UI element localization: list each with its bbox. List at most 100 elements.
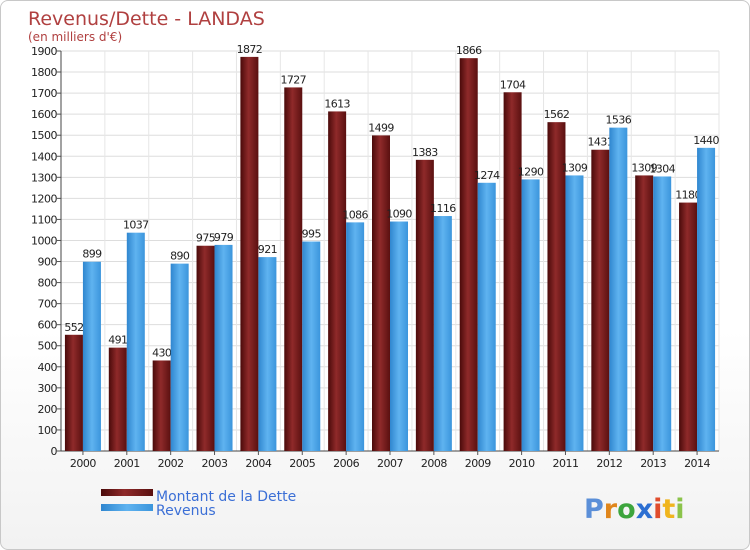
- x-tick-label: 2010: [509, 457, 535, 470]
- x-tick-label: 2006: [333, 457, 359, 470]
- logo-letter: t: [662, 494, 675, 525]
- logo-letter: x: [636, 494, 653, 525]
- bar-dette: [328, 111, 347, 451]
- bar-dette: [196, 245, 215, 451]
- bar-revenus: [258, 257, 277, 451]
- bar-dette: [679, 202, 698, 451]
- bar-dette: [591, 149, 610, 451]
- data-label: 1562: [544, 108, 570, 121]
- bar-revenus: [302, 241, 321, 451]
- y-tick-label: 700: [38, 298, 58, 311]
- data-label: 1180: [675, 189, 701, 202]
- x-tick-label: 2009: [465, 457, 491, 470]
- bar-revenus: [433, 216, 452, 451]
- data-label: 1304: [649, 162, 675, 175]
- bar-revenus: [521, 179, 540, 451]
- legend-label-revenus: Revenus: [156, 503, 216, 519]
- data-label: 1872: [237, 43, 263, 56]
- y-tick-label: 1200: [31, 192, 57, 205]
- y-tick-label: 1300: [31, 171, 57, 184]
- data-label: 975: [196, 232, 216, 245]
- data-label: 1086: [342, 208, 368, 221]
- data-label: 552: [64, 321, 83, 334]
- logo-letter: o: [617, 494, 636, 525]
- logo-letter: i: [653, 494, 662, 525]
- y-tick-label: 300: [38, 382, 58, 395]
- data-label: 979: [214, 231, 234, 244]
- y-tick-label: 400: [38, 361, 58, 374]
- x-tick-label: 2003: [202, 457, 228, 470]
- data-label: 1383: [412, 146, 438, 159]
- x-tick-label: 2014: [684, 457, 710, 470]
- bar-revenus: [214, 244, 233, 451]
- bar-revenus: [697, 147, 716, 451]
- y-tick-label: 600: [38, 319, 58, 332]
- data-label: 1727: [280, 73, 306, 86]
- data-label: 1499: [368, 121, 394, 134]
- bar-dette: [547, 122, 566, 451]
- y-tick-label: 800: [38, 277, 58, 290]
- data-label: 1116: [430, 202, 456, 215]
- bar-dette: [152, 360, 171, 451]
- y-tick-label: 500: [38, 340, 58, 353]
- y-tick-label: 1600: [31, 108, 57, 121]
- bar-revenus: [390, 221, 408, 451]
- logo-letter: P: [584, 494, 604, 525]
- legend-label-debt: Montant de la Dette: [156, 489, 296, 505]
- data-label: 1274: [474, 169, 500, 182]
- data-label: 1704: [500, 78, 526, 91]
- x-tick-label: 2012: [596, 457, 622, 470]
- y-tick-label: 1700: [31, 87, 57, 100]
- chart-subtitle: (en milliers d'€): [28, 30, 122, 44]
- data-label: 921: [258, 243, 277, 256]
- bar-dette: [284, 87, 303, 451]
- y-tick-label: 1400: [31, 150, 57, 163]
- data-label: 430: [152, 346, 172, 359]
- x-tick-label: 2008: [421, 457, 447, 470]
- y-tick-label: 0: [51, 445, 58, 458]
- y-tick-label: 1800: [31, 66, 57, 79]
- x-tick-label: 2000: [70, 457, 96, 470]
- bar-revenus: [346, 222, 365, 451]
- y-tick-label: 200: [38, 403, 58, 416]
- logo-letter: i: [675, 494, 684, 525]
- legend-swatch-debt: [101, 489, 153, 496]
- bar-dette: [503, 92, 522, 452]
- data-label: 1440: [693, 134, 719, 147]
- bar-revenus: [609, 127, 628, 451]
- bar-dette: [635, 175, 654, 451]
- bar-revenus: [82, 261, 101, 451]
- data-label: 1090: [386, 208, 412, 221]
- bar-dette: [64, 334, 83, 451]
- x-tick-label: 2002: [158, 457, 184, 470]
- y-tick-label: 1900: [31, 45, 57, 58]
- y-tick-label: 1100: [31, 213, 57, 226]
- chart-title: Revenus/Dette - LANDAS: [28, 8, 265, 30]
- bar-revenus: [170, 263, 189, 451]
- data-label: 1613: [324, 97, 350, 110]
- bar-revenus: [126, 232, 145, 451]
- legend-swatch-revenus: [101, 504, 153, 511]
- y-tick-label: 900: [38, 256, 58, 269]
- bar-dette: [459, 58, 478, 451]
- data-label: 899: [82, 248, 102, 261]
- data-label: 1536: [606, 114, 632, 127]
- bar-dette: [240, 56, 259, 451]
- data-label: 1309: [562, 161, 588, 174]
- bar-revenus: [565, 175, 584, 451]
- bar-dette: [415, 159, 434, 451]
- x-tick-label: 2004: [245, 457, 271, 470]
- plot-area: 0 100 200 300 400 500 600 700 800 900 1000 1100 1200…: [31, 43, 720, 470]
- logo-letter: r: [604, 494, 618, 525]
- y-tick-label: 100: [38, 424, 58, 437]
- bar-revenus: [653, 176, 672, 451]
- x-tick-label: 2005: [289, 457, 315, 470]
- data-label: 1309: [631, 161, 657, 174]
- x-tick-label: 2013: [640, 457, 666, 470]
- legend: Montant de la Dette Revenus: [101, 489, 296, 519]
- data-label: 1431: [588, 136, 614, 149]
- x-tick-label: 2001: [114, 457, 140, 470]
- bar-dette: [372, 135, 390, 451]
- x-tick-label: 2011: [552, 457, 578, 470]
